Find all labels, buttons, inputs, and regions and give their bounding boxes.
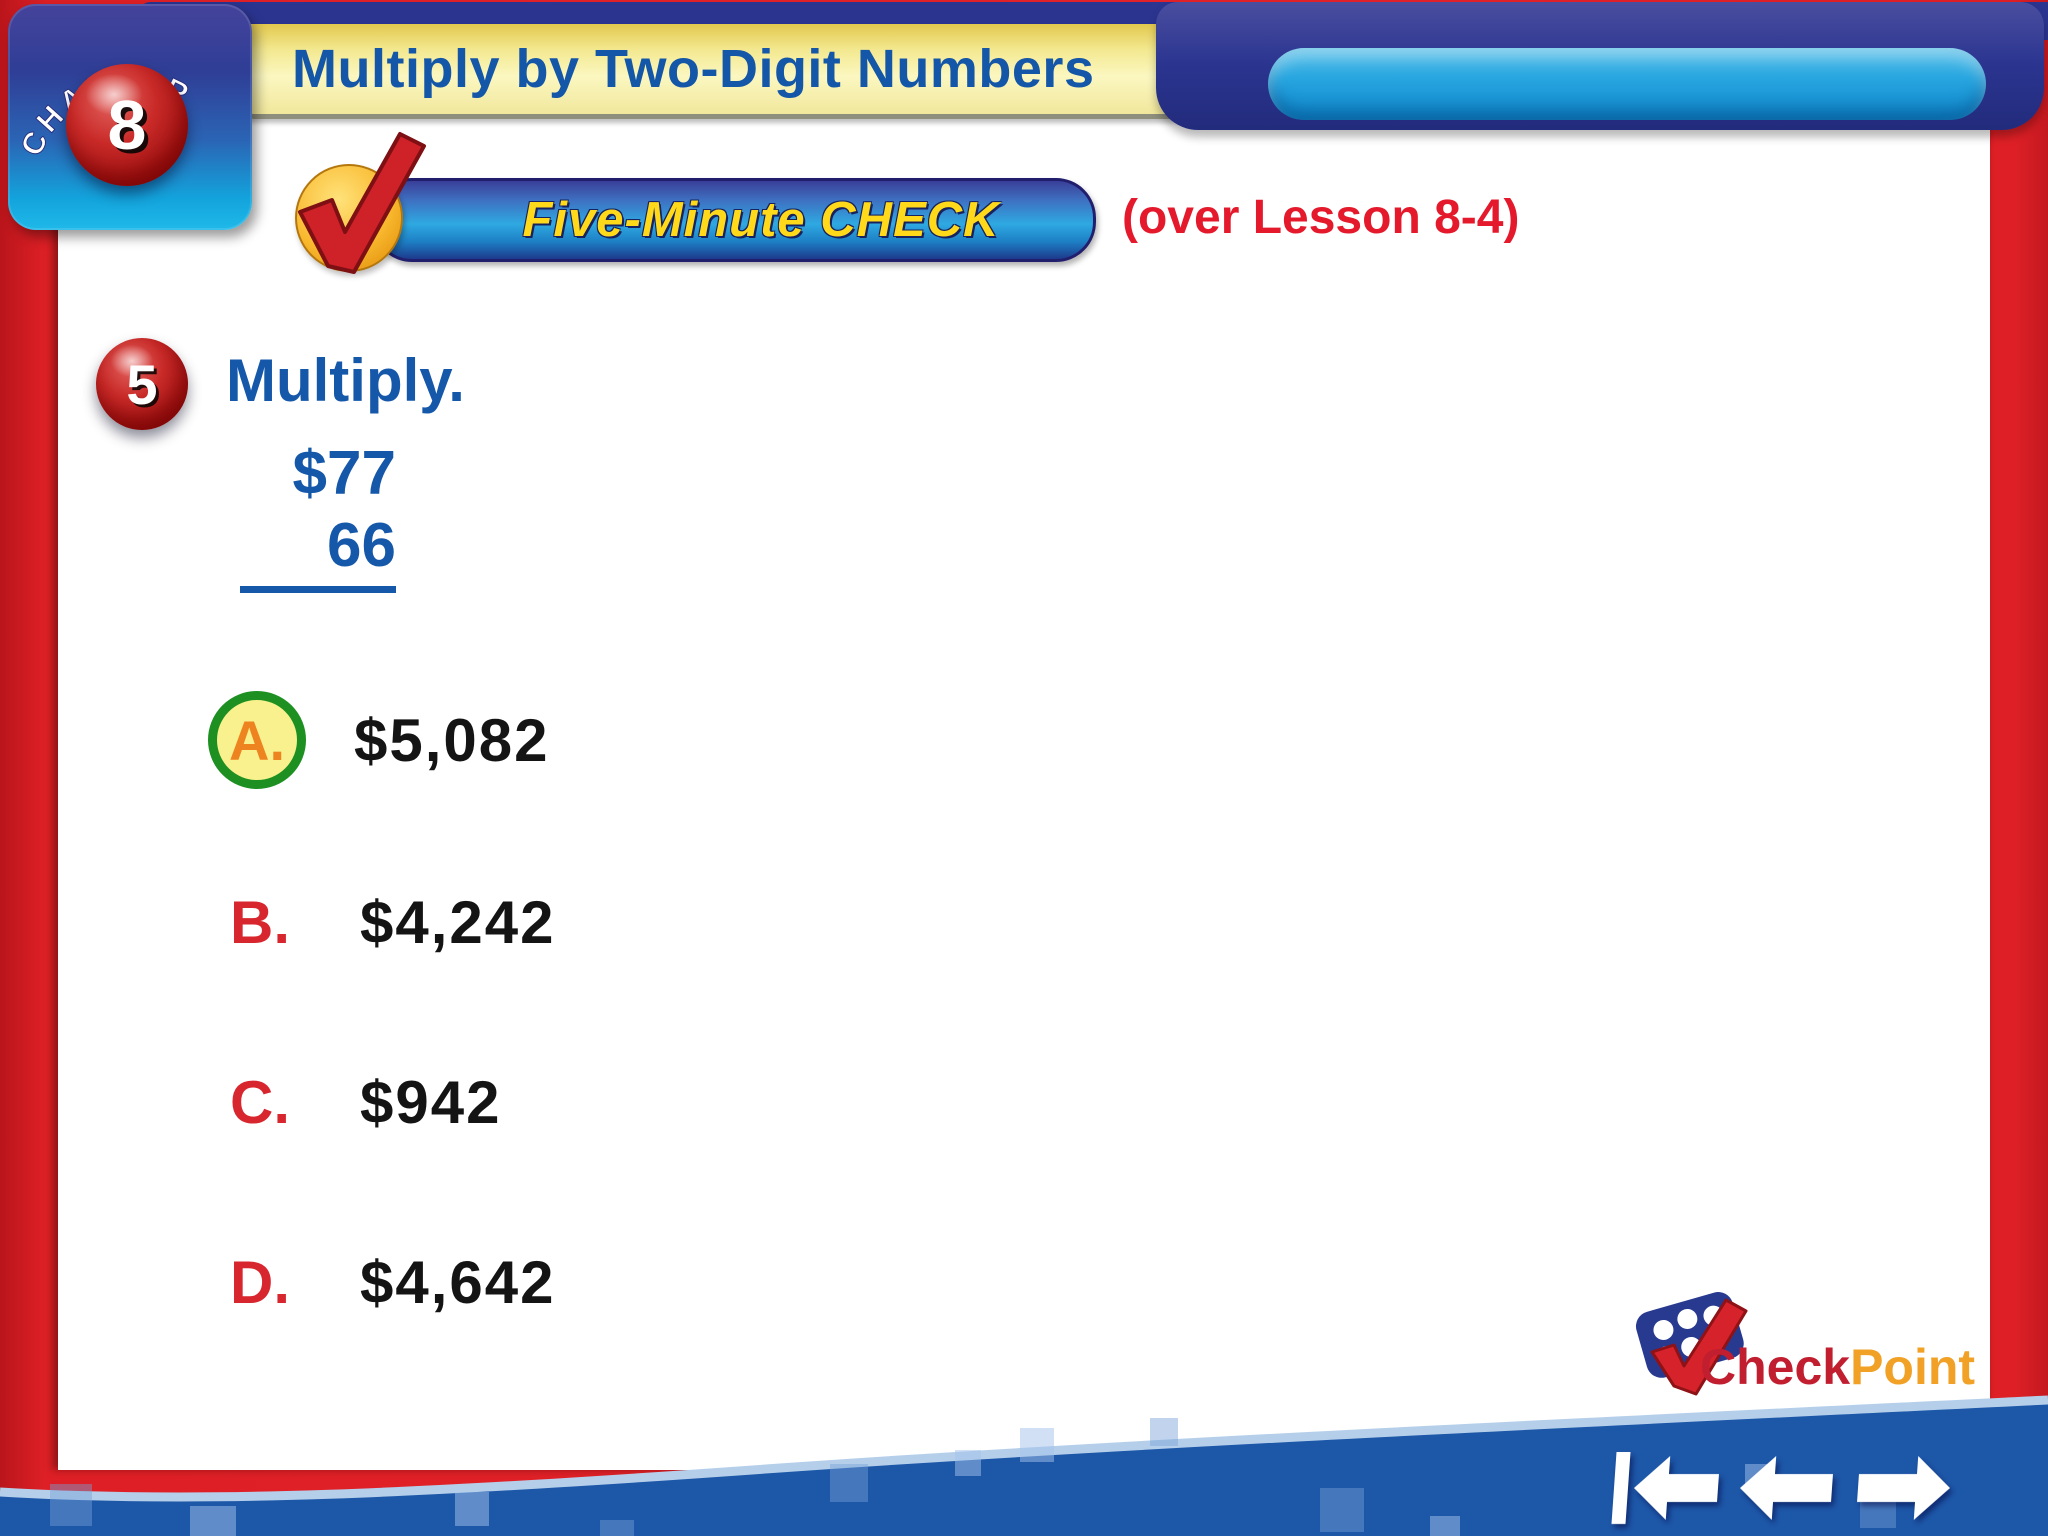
footer-wave-shape	[0, 1395, 2048, 1536]
option-value-a: $5,082	[354, 706, 550, 774]
header-right-panel	[1156, 2, 2044, 130]
checkpoint-check-text: Check	[1700, 1339, 1851, 1395]
question-number-ball: 5	[96, 338, 188, 430]
lesson-reference: (over Lesson 8-4)	[1122, 190, 1520, 244]
option-row-a: A. $5,082	[208, 691, 550, 789]
multiplicand: $77	[292, 439, 396, 508]
question-prompt: Multiply.	[226, 347, 465, 414]
page-title: Multiply by Two-Digit Numbers	[292, 39, 1095, 99]
nav-first-button[interactable]	[1609, 1446, 1727, 1530]
question-number: 5	[126, 352, 158, 416]
option-letter-c: C.	[230, 1068, 290, 1136]
option-value-d: $4,642	[360, 1248, 556, 1316]
chapter-badge: CHAPTER 8	[8, 4, 252, 230]
five-minute-check-label: Five-Minute CHECK	[522, 193, 1000, 247]
checkpoint-logo[interactable]: CheckPoint	[1624, 1288, 1975, 1400]
content-panel	[58, 100, 1990, 1470]
option-value-b: $4,242	[360, 888, 556, 956]
option-row-d: D. $4,642	[208, 1234, 556, 1330]
checkpoint-point-text: Point	[1850, 1339, 1976, 1395]
multiplier: 66	[327, 511, 396, 580]
option-letter-d: D.	[230, 1248, 290, 1316]
nav-forward-button[interactable]	[1851, 1446, 1953, 1530]
option-row-c: C. $942	[208, 1054, 501, 1150]
option-letter-b: B.	[230, 888, 290, 956]
title-banner: Multiply by Two-Digit Numbers	[236, 24, 1200, 119]
nav-back-button[interactable]	[1737, 1446, 1839, 1530]
chapter-number-ball: 8	[66, 64, 188, 186]
checkmark-icon	[298, 132, 426, 274]
checkpoint-dice-icon	[1635, 1291, 1748, 1396]
option-value-c: $942	[360, 1068, 502, 1136]
chapter-number: 8	[107, 86, 147, 164]
option-row-b: B. $4,242	[208, 874, 556, 970]
option-letter-a: A.	[208, 691, 306, 789]
header-cyan-pill	[1268, 48, 1986, 120]
checkpoint-wordmark: CheckPoint	[1700, 1338, 1975, 1396]
five-minute-check-banner: Five-Minute CHECK	[372, 178, 1096, 262]
multiplication-problem: $77 66	[240, 438, 396, 593]
